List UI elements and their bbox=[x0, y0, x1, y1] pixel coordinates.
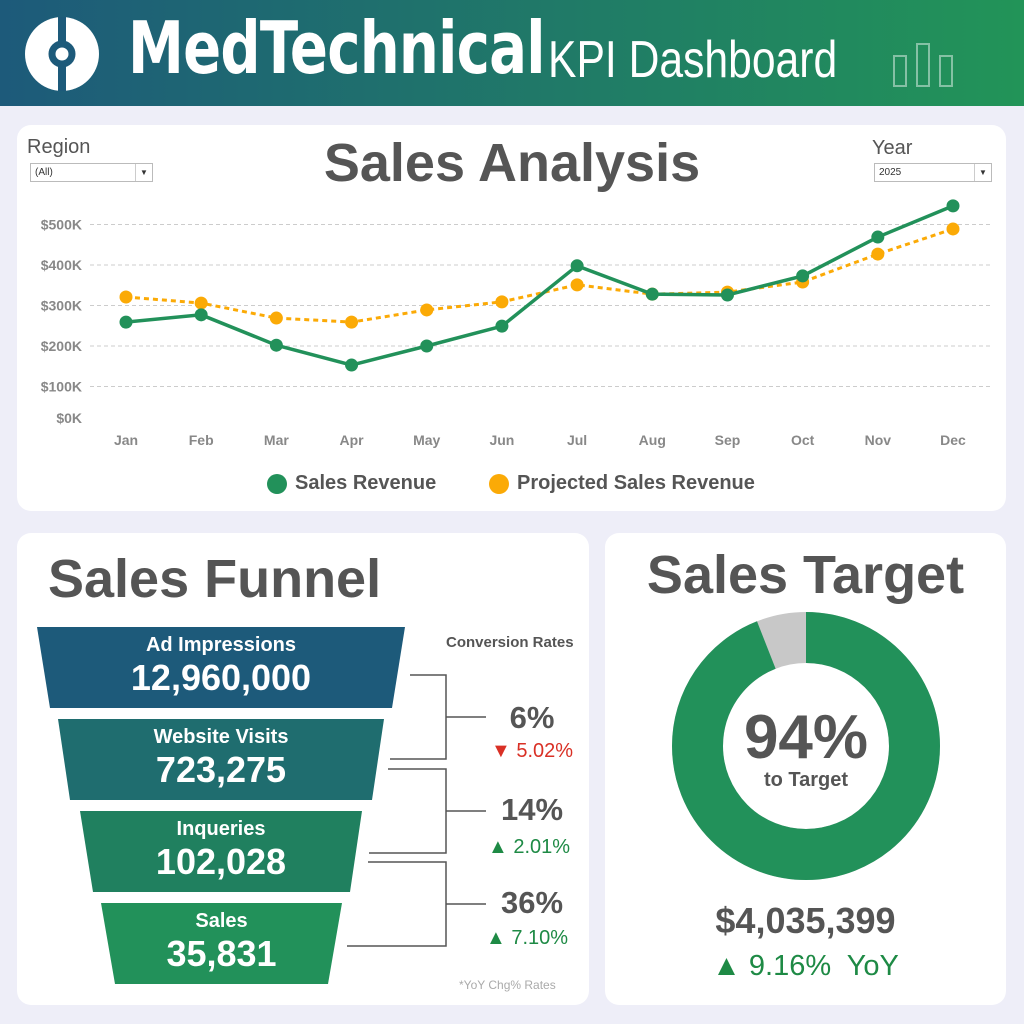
header-banner: MedTechnical KPI Dashboard bbox=[0, 0, 1024, 106]
conversion-rate-2: 14% bbox=[500, 792, 564, 827]
sales-funnel-title: Sales Funnel bbox=[48, 549, 382, 609]
legend-sales-revenue[interactable]: Sales Revenue bbox=[267, 472, 436, 495]
data-point-projected bbox=[420, 303, 434, 317]
footnote: *YoY Chg% Rates bbox=[459, 978, 556, 992]
y-tick-label: $300K bbox=[41, 298, 82, 314]
x-tick-label: Aug bbox=[639, 432, 666, 448]
target-percent: 94% bbox=[743, 703, 869, 772]
medtechnical-logo-icon bbox=[25, 17, 99, 91]
x-tick-label: Mar bbox=[264, 432, 289, 448]
funnel-stage-ad-impressions: Ad Impressions 12,960,000 bbox=[130, 634, 312, 698]
legend-projected-revenue[interactable]: Projected Sales Revenue bbox=[489, 472, 755, 495]
data-point-projected bbox=[570, 278, 584, 292]
data-point-sales bbox=[570, 259, 584, 273]
x-tick-label: May bbox=[413, 432, 440, 448]
data-point-sales bbox=[495, 319, 509, 333]
funnel-segment bbox=[80, 811, 362, 892]
series-line-sales bbox=[125, 204, 954, 367]
year-dropdown[interactable]: 2025 ▼ bbox=[874, 163, 992, 182]
conversion-rates-title: Conversion Rates bbox=[446, 634, 574, 651]
funnel-stage-website-visits: Website Visits 723,275 bbox=[153, 726, 289, 790]
sales-target-card bbox=[605, 533, 1006, 1005]
data-point-sales bbox=[645, 287, 659, 301]
x-tick-label: Jun bbox=[489, 432, 514, 448]
sales-total-amount: $4,035,399 bbox=[715, 900, 896, 941]
conversion-rate-1: 6% bbox=[509, 700, 555, 735]
data-point-sales bbox=[269, 338, 283, 352]
brand-name: MedTechnical bbox=[128, 6, 545, 90]
data-point-sales bbox=[796, 269, 810, 283]
target-donut-chart bbox=[672, 612, 940, 880]
conversion-rate-3: 36% bbox=[500, 885, 564, 920]
yoy-change-total: ▲ 9.16% YoY bbox=[712, 950, 899, 982]
sales-analysis-title: Sales Analysis bbox=[323, 133, 701, 193]
legend-dot-green bbox=[267, 473, 287, 494]
chevron-down-icon: ▼ bbox=[974, 164, 991, 181]
funnel-segment bbox=[37, 627, 405, 708]
bar-chart-icon bbox=[893, 43, 953, 87]
dashboard-subtitle: KPI Dashboard bbox=[548, 31, 838, 89]
data-point-sales bbox=[119, 315, 133, 329]
y-tick-label: $100K bbox=[41, 379, 82, 395]
x-tick-label: Nov bbox=[865, 432, 892, 448]
data-point-projected bbox=[871, 247, 885, 261]
yoy-change-3: ▲ 7.10% bbox=[485, 927, 569, 949]
x-tick-label: Sep bbox=[715, 432, 741, 448]
funnel-segment bbox=[101, 903, 342, 984]
series-line-projected bbox=[125, 227, 954, 324]
chevron-down-icon: ▼ bbox=[135, 164, 152, 181]
year-label: Year bbox=[872, 137, 913, 159]
y-tick-label: $0K bbox=[56, 410, 82, 426]
data-point-sales bbox=[194, 308, 208, 322]
data-point-sales bbox=[420, 339, 434, 353]
region-value: (All) bbox=[35, 167, 53, 178]
data-point-sales bbox=[720, 288, 734, 302]
data-point-projected bbox=[495, 295, 509, 309]
x-tick-label: Dec bbox=[940, 432, 966, 448]
year-value: 2025 bbox=[879, 167, 902, 178]
x-tick-label: Apr bbox=[339, 432, 364, 448]
data-point-sales bbox=[871, 230, 885, 244]
legend-label: Sales Revenue bbox=[295, 472, 437, 494]
yoy-change-1: ▼ 5.02% bbox=[490, 740, 574, 762]
region-label: Region bbox=[27, 136, 91, 158]
target-caption: to Target bbox=[763, 769, 849, 791]
funnel-shapes bbox=[37, 627, 486, 984]
y-tick-label: $400K bbox=[41, 257, 82, 273]
y-tick-label: $200K bbox=[41, 338, 82, 354]
x-tick-label: Oct bbox=[791, 432, 815, 448]
yoy-change-2: ▲ 2.01% bbox=[487, 836, 571, 858]
data-point-projected bbox=[119, 290, 133, 304]
legend-dot-orange bbox=[489, 473, 509, 494]
data-point-projected bbox=[269, 311, 283, 325]
x-tick-label: Jan bbox=[114, 432, 138, 448]
funnel-stage-sales: Sales 35,831 bbox=[166, 910, 277, 974]
funnel-segment bbox=[58, 719, 384, 800]
funnel-stage-inqueries: Inqueries 102,028 bbox=[155, 818, 287, 882]
x-tick-label: Jul bbox=[567, 432, 587, 448]
region-dropdown[interactable]: (All) ▼ bbox=[30, 163, 153, 182]
sales-target-title: Sales Target bbox=[646, 545, 965, 605]
x-tick-label: Feb bbox=[189, 432, 214, 448]
data-point-projected bbox=[194, 296, 208, 310]
legend-label: Projected Sales Revenue bbox=[517, 472, 755, 494]
sales-line-chart: $0K $100K $200K $300K $400K $500K Jan Feb Mar Apr… bbox=[41, 199, 992, 448]
data-point-sales bbox=[946, 199, 960, 213]
y-tick-label: $500K bbox=[41, 217, 82, 233]
data-point-projected bbox=[946, 222, 960, 236]
data-point-projected bbox=[345, 315, 359, 329]
donut-achieved bbox=[672, 612, 940, 880]
data-point-sales bbox=[345, 358, 359, 372]
